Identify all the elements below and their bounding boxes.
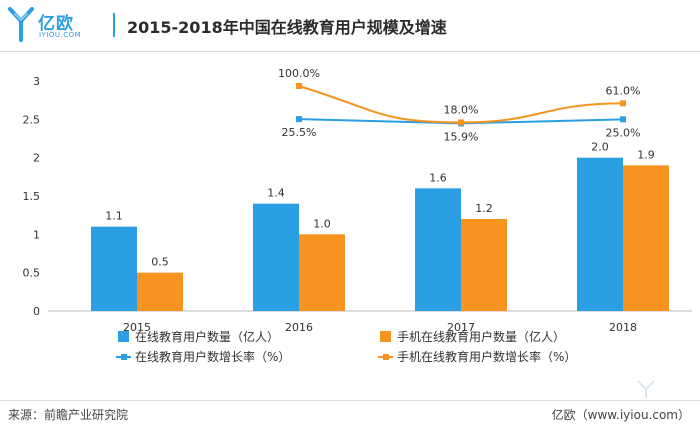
growth-marker [296,83,302,89]
x-tick-label: 2015 [123,321,151,334]
legend-label: 在线教育用户数增长率（%） [135,349,290,364]
y-tick-label: 2 [33,152,40,165]
legend-marker [383,354,389,360]
bar [299,234,345,311]
source-note: 来源：前瞻产业研究院 [8,408,129,422]
growth-data-label: 61.0% [606,84,641,97]
footer-brand: 亿欧（www.iyiou.com） [551,408,690,422]
watermark-logo-icon [637,380,655,398]
bar [461,219,507,311]
x-tick-label: 2017 [447,321,475,334]
logo-icon [8,7,34,42]
header-divider [113,13,115,37]
y-tick-label: 2.5 [23,113,41,126]
legend-label: 手机在线教育用户数量（亿人） [397,329,565,344]
y-tick-label: 1.5 [23,190,41,203]
bar [415,188,461,311]
bar [91,226,137,311]
x-tick-label: 2018 [609,321,637,334]
bar-data-label: 1.2 [475,202,493,215]
bar-data-label: 1.6 [429,171,447,184]
growth-data-label: 18.0% [444,103,479,116]
growth-data-label: 100.0% [278,67,320,80]
growth-marker [620,116,626,123]
y-tick-label: 0 [33,305,40,318]
bar-data-label: 1.1 [105,210,123,223]
logo-text: 亿欧 [38,14,74,34]
growth-data-label: 25.0% [606,126,641,139]
header: 亿欧 IYIOU.COM 2015-2018年中国在线教育用户规模及增速 [0,0,700,52]
bar [577,157,623,311]
legend-swatch [380,331,391,342]
legend-label: 在线教育用户数量（亿人） [135,329,279,344]
legend-swatch [118,331,129,342]
line-series-group [296,83,626,127]
growth-data-label: 15.9% [444,130,479,143]
footer-rule [0,400,700,401]
legend-marker [121,354,127,360]
logo-subtext: IYIOU.COM [39,31,82,39]
bar-data-label: 1.4 [267,187,285,200]
growth-marker [620,100,626,107]
y-tick-label: 1 [33,228,40,241]
legend: 在线教育用户数量（亿人） 手机在线教育用户数量（亿人） 在线教育用户数增长率（%） 手… [116,329,576,364]
bar-data-label: 1.9 [637,148,655,161]
growth-data-label: 25.5% [282,126,317,139]
growth-marker [296,116,302,123]
bar [137,272,183,311]
bar-data-label: 0.5 [151,256,169,269]
data-labels-group: 1.1 1.4 1.6 2.0 0.5 1.0 1.2 1.9 25.5% 15.9% 25.0% 1… [105,67,655,269]
legend-label: 手机在线教育用户数增长率（%） [397,349,576,364]
bar-series-group [91,157,669,311]
chart: 0 0.5 1 1.5 2 2.5 3 2015 2016 2017 2018 1.1 1.4 1.6 2… [23,67,692,364]
y-tick-label: 3 [33,75,40,88]
growth-marker [458,119,464,126]
bar [253,203,299,311]
header-rule [0,51,700,52]
x-tick-label: 2016 [285,321,313,334]
bar-data-label: 1.0 [313,217,331,230]
chart-title: 2015-2018年中国在线教育用户规模及增速 [127,18,447,37]
bar [623,165,669,311]
bar-data-label: 2.0 [591,141,609,154]
logo: 亿欧 IYIOU.COM [8,6,98,46]
y-tick-label: 0.5 [23,267,41,280]
